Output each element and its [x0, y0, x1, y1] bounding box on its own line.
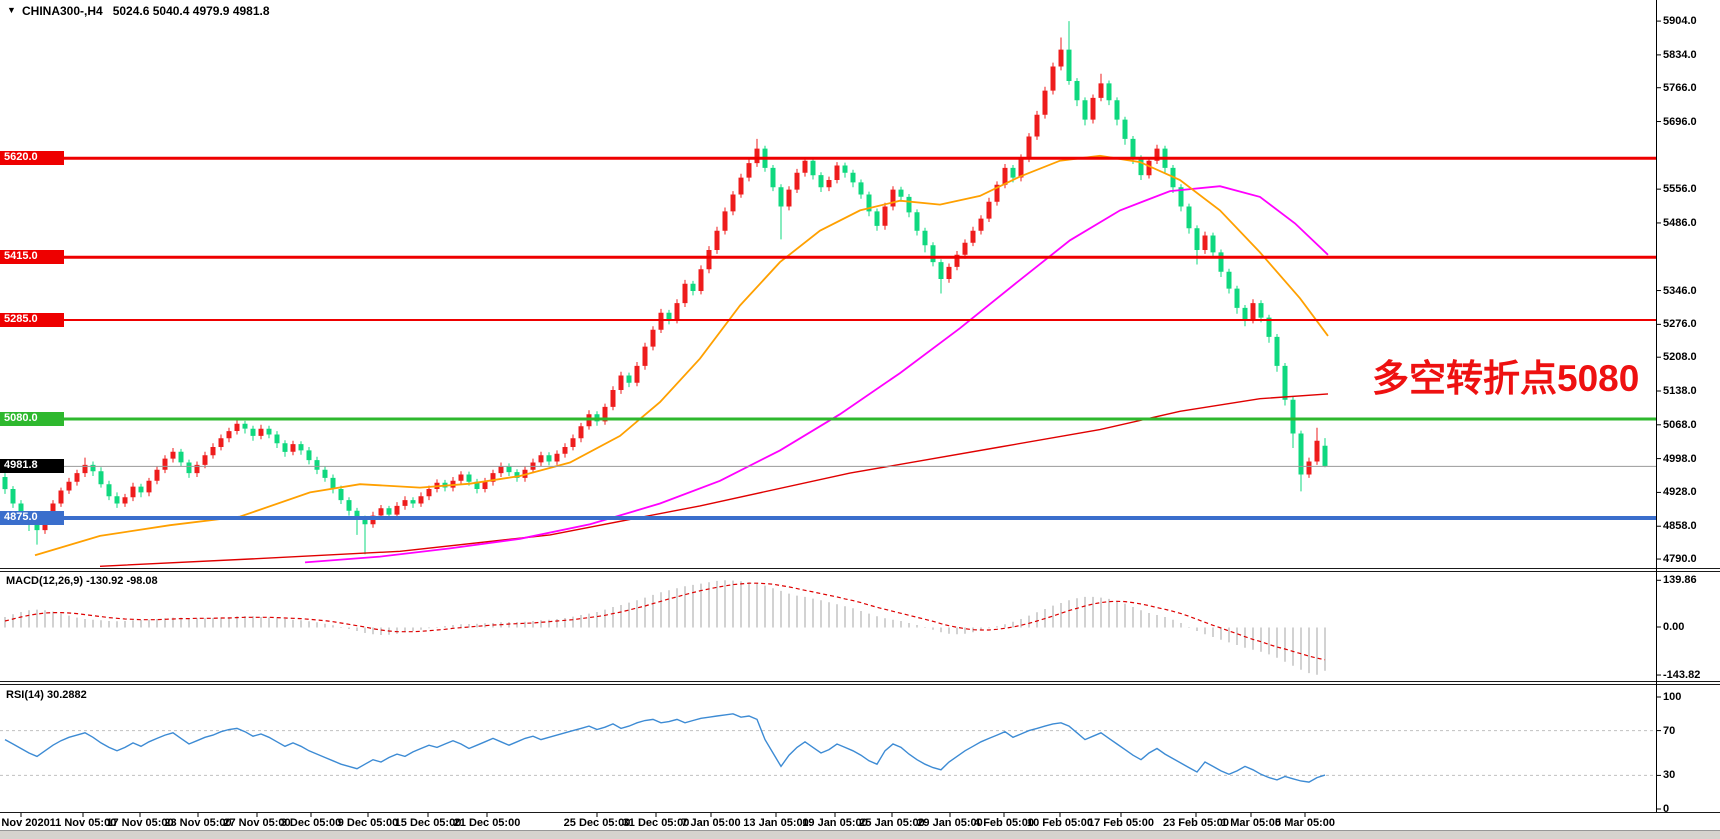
macd-tick-label: 0.00 [1663, 621, 1685, 633]
chart-title: CHINA300-,H4 5024.6 5040.4 4979.9 4981.8 [22, 4, 270, 18]
price-tick-label: 5766.0 [1663, 81, 1697, 94]
price-tick-label: 4928.0 [1663, 486, 1697, 499]
macd-pane-label: MACD(12,26,9) -130.92 -98.08 [6, 575, 158, 587]
time-tick-label: 13 Jan 05:00 [743, 817, 809, 829]
rsi-tick-label: 70 [1663, 724, 1676, 737]
price-tick-label: 5834.0 [1663, 48, 1697, 61]
ma-mid-magenta-line [304, 185, 1329, 564]
level-badge-4875.0: 4875.0 [0, 511, 64, 525]
price-tick-label: 5346.0 [1663, 284, 1697, 297]
symbol-period-label: CHINA300-,H4 [22, 4, 103, 18]
price-tick-label: 5696.0 [1663, 115, 1697, 128]
macd-tick-label: -143.82 [1663, 669, 1701, 682]
price-tick-label: 5068.0 [1663, 418, 1697, 431]
price-tick-label: 5556.0 [1663, 183, 1697, 196]
price-tick-label: 5904.0 [1663, 15, 1697, 28]
chart-dropdown-icon[interactable]: ▼ [7, 5, 16, 15]
rsi-tick-label: 0 [1663, 803, 1670, 815]
time-tick-label: 10 Feb 05:00 [1026, 817, 1094, 829]
price-tick-label: 4858.0 [1663, 520, 1697, 533]
time-tick-label: 23 Feb 05:00 [1162, 817, 1230, 829]
level-badge-5080.0: 5080.0 [0, 412, 64, 426]
level-badge-5415.0: 5415.0 [0, 250, 64, 265]
level-badge-5620.0: 5620.0 [0, 151, 64, 166]
rsi-tick-label: 100 [1663, 691, 1682, 703]
time-tick-label: 5 Nov 2020 [0, 817, 50, 829]
ma-slow-red-line [99, 393, 1329, 567]
time-tick-label: 3 Dec 05:00 [280, 817, 342, 829]
time-tick-label: 7 Jan 05:00 [681, 817, 741, 829]
rsi-pane-label: RSI(14) 30.2882 [6, 689, 87, 701]
time-tick-label: 31 Dec 05:00 [622, 817, 690, 829]
price-tick-label: 5486.0 [1663, 216, 1697, 229]
macd-signal-line [4, 582, 1326, 661]
time-tick-label: 17 Feb 05:00 [1087, 817, 1155, 829]
time-tick-label: 27 Nov 05:00 [223, 817, 291, 829]
rsi-tick-label: 30 [1663, 769, 1676, 782]
time-tick-label: 21 Dec 05:00 [453, 817, 521, 829]
time-tick-label: 17 Nov 05:00 [106, 817, 174, 829]
time-tick-label: 15 Dec 05:00 [394, 817, 462, 829]
price-tick-label: 5276.0 [1663, 318, 1697, 331]
price-tick-label: 4998.0 [1663, 452, 1697, 465]
time-tick-label: 1 Mar 05:00 [1221, 817, 1281, 829]
macd-tick-label: 139.86 [1663, 574, 1697, 587]
time-tick-label: 23 Nov 05:00 [164, 817, 232, 829]
level-badge-5285.0: 5285.0 [0, 313, 64, 327]
annotation-text: 多空转折点5080 [1372, 358, 1640, 399]
window-footer-strip [0, 830, 1720, 839]
time-tick-label: 19 Jan 05:00 [802, 817, 868, 829]
current-price-badge: 4981.8 [0, 459, 64, 474]
macd-histogram [4, 580, 1326, 675]
time-tick-label: 29 Jan 05:00 [917, 817, 983, 829]
time-tick-label: 11 Nov 05:00 [49, 817, 117, 829]
time-tick-label: 4 Feb 05:00 [974, 817, 1034, 829]
rsi-line [4, 713, 1326, 783]
time-tick-label: 5 Mar 05:00 [1275, 817, 1335, 829]
time-tick-label: 25 Jan 05:00 [859, 817, 925, 829]
price-tick-label: 4790.0 [1663, 553, 1697, 566]
ma-fast-orange-line [34, 154, 1329, 557]
ohlc-values: 5024.6 5040.4 4979.9 4981.8 [112, 4, 270, 18]
time-tick-label: 9 Dec 05:00 [337, 817, 399, 829]
price-tick-label: 5138.0 [1663, 384, 1697, 397]
price-tick-label: 5208.0 [1663, 351, 1697, 364]
time-tick-label: 25 Dec 05:00 [563, 817, 631, 829]
